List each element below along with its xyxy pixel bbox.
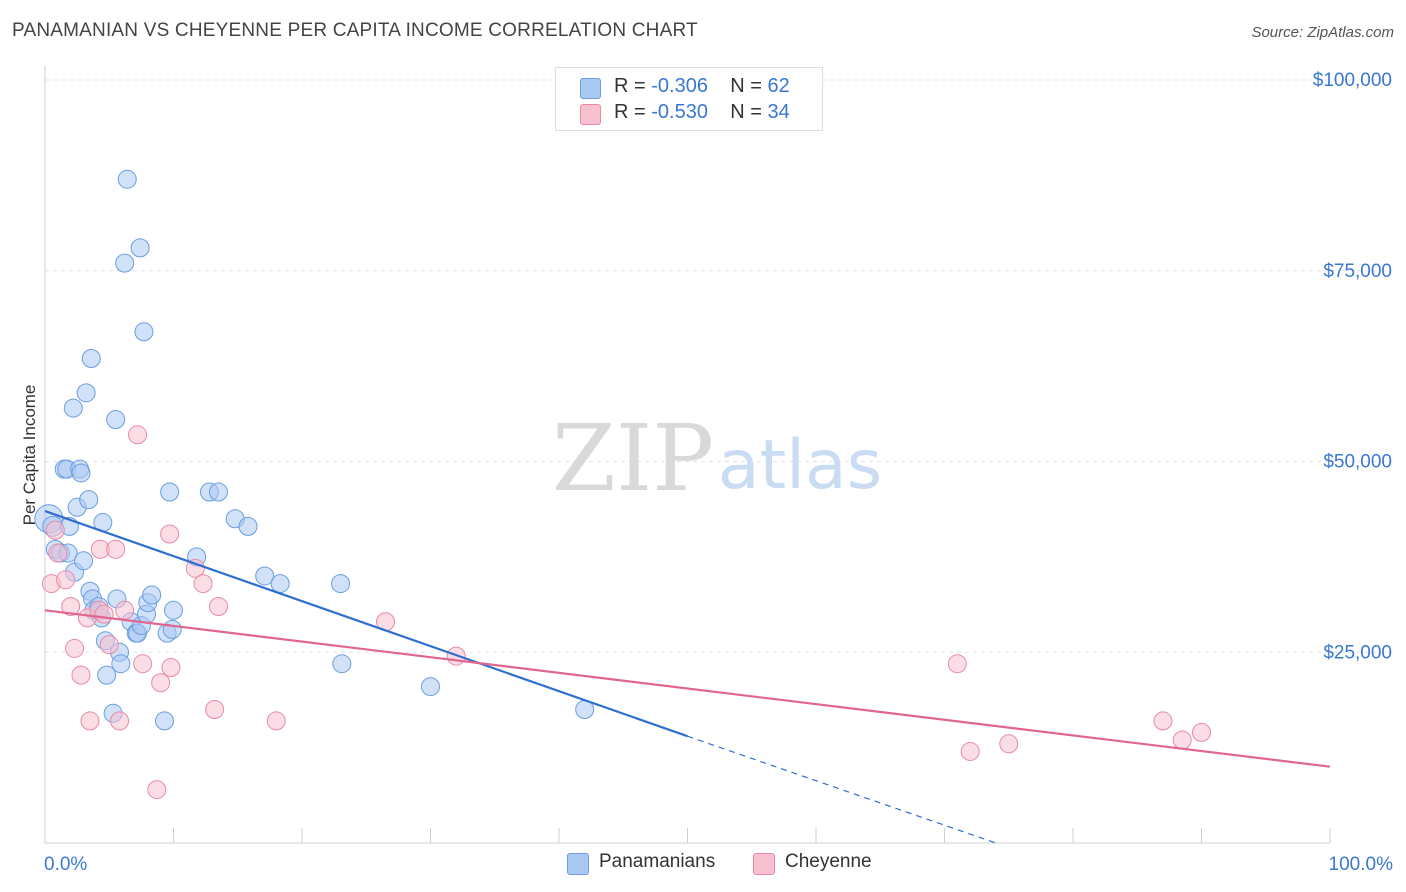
legend-n-label: N = (730, 101, 768, 123)
panamanians-point-17 (81, 348, 101, 368)
x-tick-label-right: 100.0% (1329, 854, 1394, 875)
cheyenne-trend-line (44, 609, 1331, 768)
bottom-legend-swatch-panamanians (567, 853, 589, 875)
cheyenne-point-5 (65, 638, 85, 658)
cheyenne-point-26 (266, 711, 286, 731)
bottom-legend-label-cheyenne: Cheyenne (785, 851, 872, 872)
bottom-legend-swatch-cheyenne (753, 853, 775, 875)
legend-n-value: 62 (767, 75, 790, 97)
cheyenne-point-15 (115, 600, 135, 620)
cheyenne-point-30 (960, 741, 980, 761)
correlation-legend: R = -0.306 N = 62 R = -0.530 N = 34 (555, 67, 823, 131)
panamanians-point-8 (63, 398, 83, 418)
panamanians-point-50 (238, 516, 258, 536)
cheyenne-point-2 (48, 543, 68, 563)
panamanians-point-13 (74, 551, 94, 571)
legend-swatch-cheyenne (580, 104, 601, 125)
panamanians-point-41 (155, 711, 175, 731)
cheyenne-point-17 (133, 654, 153, 674)
panamanians-points (34, 169, 595, 731)
legend-n-value: 34 (767, 101, 790, 123)
cheyenne-point-33 (1172, 730, 1192, 750)
cheyenne-points (41, 425, 1211, 800)
source-label: Source: ZipAtlas.com (1251, 24, 1394, 41)
panamanians-point-35 (130, 238, 150, 258)
cheyenne-point-1 (45, 520, 65, 540)
panamanians-point-15 (79, 490, 99, 510)
panamanians-trend-extension (687, 735, 997, 844)
cheyenne-point-16 (128, 425, 148, 445)
y-tick-label-3: $25,000 (1323, 642, 1392, 663)
trend-lines (44, 510, 1331, 844)
cheyenne-point-25 (208, 596, 228, 616)
panamanians-point-54 (332, 654, 352, 674)
cheyenne-point-34 (1192, 722, 1211, 742)
panamanians-point-26 (106, 410, 126, 430)
chart-title: PANAMANIAN VS CHEYENNE PER CAPITA INCOME… (12, 20, 698, 41)
panamanians-point-31 (117, 169, 137, 189)
y-tick-label-1: $75,000 (1323, 261, 1392, 282)
axes (44, 66, 1331, 844)
panamanians-point-30 (115, 253, 135, 273)
cheyenne-point-22 (185, 558, 205, 578)
cheyenne-point-20 (160, 524, 180, 544)
panamanians-point-43 (160, 482, 180, 502)
y-tick-label-0: $100,000 (1313, 70, 1392, 91)
cheyenne-point-24 (205, 699, 225, 719)
cheyenne-point-11 (94, 604, 114, 624)
cheyenne-point-8 (80, 711, 100, 731)
panamanians-point-44 (162, 619, 182, 639)
legend-r-label: R = (614, 101, 652, 123)
panamanians-point-51 (255, 566, 275, 586)
watermark-zip: ZIP (552, 405, 714, 512)
cheyenne-point-19 (151, 673, 171, 693)
legend-r-value: -0.306 (651, 75, 708, 97)
panamanians-point-12 (71, 463, 91, 483)
panamanians-point-55 (421, 677, 440, 697)
bottom-legend-label-panamanians: Panamanians (599, 851, 716, 872)
y-tick-label-2: $50,000 (1323, 452, 1392, 473)
cheyenne-point-4 (61, 596, 81, 616)
cheyenne-point-14 (110, 711, 130, 731)
gridlines (45, 79, 1392, 653)
cheyenne-point-13 (106, 539, 126, 559)
panamanians-point-29 (111, 654, 131, 674)
panamanians-point-40 (142, 585, 162, 605)
cheyenne-point-6 (71, 665, 91, 685)
cheyenne-point-3 (56, 570, 76, 590)
cheyenne-point-18 (147, 780, 167, 800)
cheyenne-point-32 (1153, 711, 1173, 731)
panamanians-point-24 (97, 665, 117, 685)
legend-swatch-panamanians (580, 78, 601, 99)
panamanians-trend-line (44, 510, 688, 738)
panamanians-point-53 (331, 574, 351, 594)
cheyenne-point-12 (99, 635, 119, 655)
cheyenne-point-23 (193, 574, 213, 594)
legend-n-label: N = (730, 75, 768, 97)
x-tick-label-left: 0.0% (44, 854, 87, 875)
panamanians-point-37 (134, 322, 154, 342)
tick-labels: $100,000 $75,000 $50,000 $25,000 0.0% 100.0% (44, 70, 1393, 875)
cheyenne-point-31 (999, 734, 1019, 754)
legend-r-value: -0.530 (651, 101, 708, 123)
watermark: ZIP atlas (552, 405, 882, 512)
legend-r-label: R = (614, 75, 652, 97)
cheyenne-point-21 (161, 658, 181, 678)
panamanians-point-14 (76, 383, 96, 403)
watermark-atlas: atlas (718, 426, 882, 505)
panamanians-point-48 (208, 482, 228, 502)
panamanians-point-45 (164, 600, 183, 620)
panamanians-point-52 (270, 574, 290, 594)
cheyenne-point-29 (947, 654, 967, 674)
